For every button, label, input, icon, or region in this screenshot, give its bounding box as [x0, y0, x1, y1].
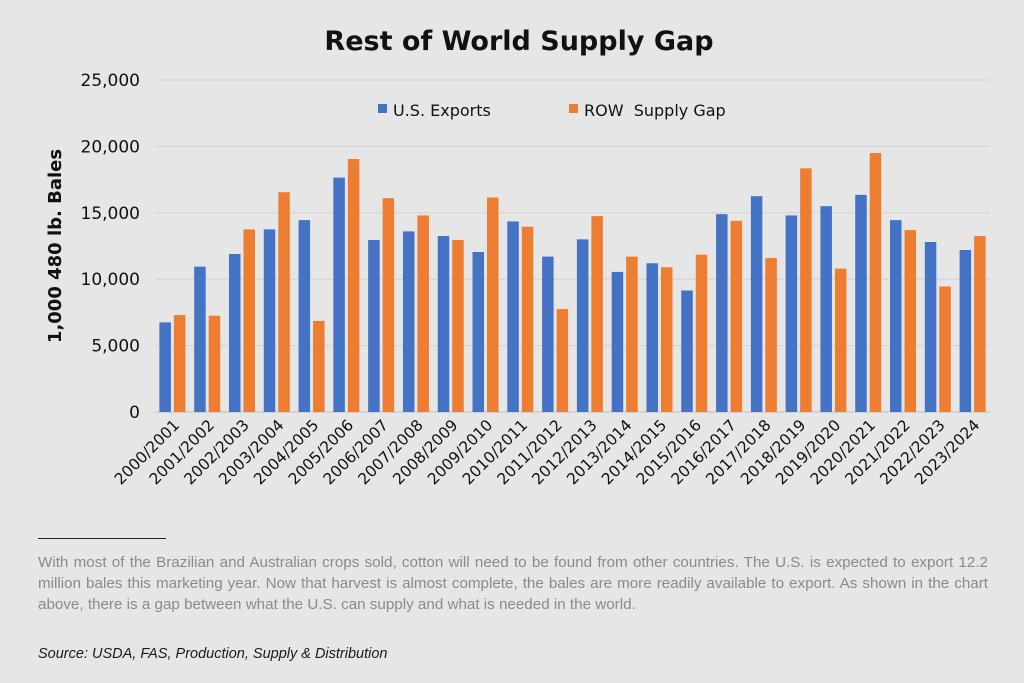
y-tick-label: 20,000 — [81, 137, 140, 157]
bar-us-exports — [542, 256, 554, 412]
bar-us-exports — [159, 322, 171, 412]
bar-us-exports — [750, 196, 763, 412]
bar-us-exports — [228, 253, 241, 412]
bar-us-exports — [263, 229, 276, 412]
bar-us-exports — [402, 231, 415, 412]
bar-us-exports — [959, 249, 972, 412]
bar-us-exports — [890, 220, 902, 412]
y-axis-label: 1,000 480 lb. Bales — [45, 149, 66, 343]
bar-us-exports — [855, 194, 867, 412]
y-tick-label: 5,000 — [91, 337, 140, 357]
source-note: Source: USDA, FAS, Production, Supply & … — [38, 646, 388, 662]
bar-row-supply-gap — [521, 226, 534, 412]
bar-us-exports — [194, 266, 206, 412]
bar-us-exports — [681, 290, 693, 412]
x-axis-labels: 2000/20012001/20022002/20032003/20042004… — [111, 416, 983, 488]
bar-row-supply-gap — [695, 254, 708, 412]
bar-row-supply-gap — [487, 197, 499, 412]
bar-row-supply-gap — [869, 153, 882, 413]
chart-caption: With most of the Brazilian and Australia… — [38, 554, 988, 613]
legend: U.S. Exports ROW Supply Gap — [378, 101, 726, 120]
bar-row-supply-gap — [556, 309, 569, 412]
bar-row-supply-gap — [939, 286, 951, 412]
legend-label: U.S. Exports — [393, 101, 491, 120]
bar-row-supply-gap — [904, 230, 917, 412]
bar-row-supply-gap — [800, 168, 812, 412]
bar-us-exports — [333, 177, 345, 412]
y-tick-label: 10,000 — [81, 270, 140, 290]
footer-divider — [38, 538, 166, 539]
bar-series — [159, 153, 986, 413]
bar-us-exports — [820, 206, 832, 412]
bar-row-supply-gap — [382, 198, 395, 412]
legend-swatch — [569, 104, 578, 113]
bar-row-supply-gap — [834, 268, 847, 412]
bar-us-exports — [368, 240, 380, 412]
bar-us-exports — [716, 214, 728, 412]
bar-us-exports — [785, 215, 798, 412]
bar-us-exports — [507, 221, 519, 412]
legend-label: ROW Supply Gap — [584, 101, 726, 120]
bar-row-supply-gap — [765, 257, 777, 412]
bar-row-supply-gap — [626, 256, 638, 412]
gridlines — [155, 79, 990, 413]
y-axis-ticks: 0 5,000 10,000 15,000 20,000 25,000 — [81, 71, 140, 423]
legend-swatch — [378, 104, 387, 113]
y-tick-label: 0 — [129, 403, 140, 423]
bar-row-supply-gap — [974, 236, 986, 412]
bar-us-exports — [437, 236, 450, 412]
bar-row-supply-gap — [660, 267, 673, 412]
y-tick-label: 25,000 — [81, 71, 140, 91]
bar-us-exports — [924, 242, 937, 412]
chart-title: Rest of World Supply Gap — [324, 26, 713, 57]
bar-us-exports — [576, 239, 589, 412]
bar-us-exports — [611, 271, 624, 412]
bar-row-supply-gap — [173, 315, 186, 412]
bar-us-exports — [646, 263, 658, 412]
bar-chart: Rest of World Supply Gap 1,000 480 lb. B… — [45, 26, 990, 488]
bar-row-supply-gap — [347, 159, 360, 412]
bar-row-supply-gap — [313, 321, 325, 412]
bar-row-supply-gap — [208, 315, 221, 412]
y-tick-label: 15,000 — [81, 204, 140, 224]
bar-us-exports — [298, 220, 311, 412]
bar-row-supply-gap — [591, 216, 603, 412]
bar-us-exports — [472, 251, 485, 412]
bar-row-supply-gap — [243, 229, 255, 412]
bar-row-supply-gap — [452, 240, 464, 412]
bar-row-supply-gap — [417, 215, 429, 412]
bar-row-supply-gap — [730, 220, 743, 412]
bar-row-supply-gap — [278, 192, 290, 412]
